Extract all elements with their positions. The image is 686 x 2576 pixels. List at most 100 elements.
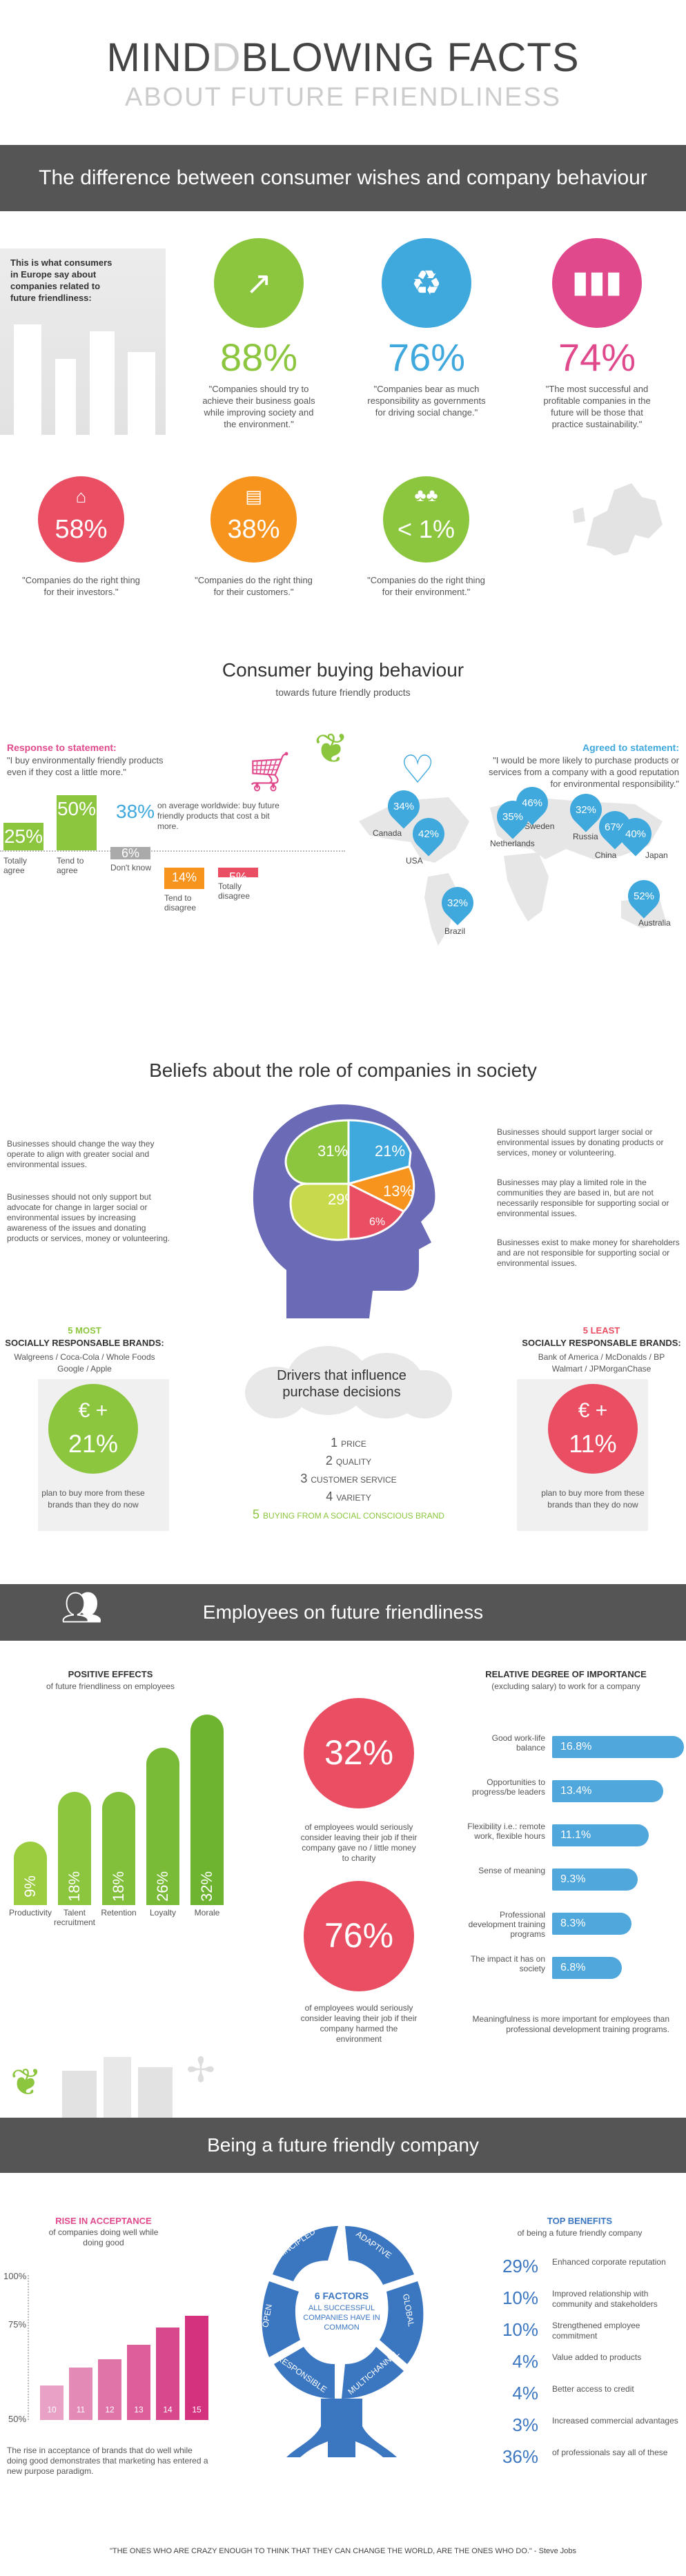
- driver-number: 3: [300, 1472, 311, 1485]
- effect-label: Morale: [194, 1908, 220, 1918]
- section4-band: Employees on future friendliness: [0, 1584, 686, 1641]
- stat-text-76: "Companies bear as much responsibility a…: [367, 384, 486, 418]
- driver-item: 2 QUALITY: [252, 1454, 445, 1472]
- benefit-value: 10%: [502, 2287, 538, 2308]
- rise-subtitle: of companies doing well while doing good: [48, 2227, 159, 2247]
- most-value: 21%: [68, 1430, 119, 1458]
- effects-chart: 9% 18% 18% 26% 32%: [7, 1705, 235, 1905]
- driver-number: 5: [253, 1507, 264, 1521]
- effect-label: Productivity: [8, 1908, 52, 1918]
- header-title: MINDDBLOWING FACTS: [0, 35, 686, 81]
- bar-totally-agree: [3, 823, 43, 850]
- most-circle: € + 21%: [48, 1384, 138, 1474]
- benefits-list: 29% Enhanced corporate reputation 10% Impro…: [490, 2256, 683, 2484]
- pin-australia-label: Australia: [638, 918, 671, 928]
- most-heading-b: SOCIALLY RESPONSABLE BRANDS:: [5, 1338, 164, 1348]
- rise-bar-label: 15: [192, 2405, 202, 2414]
- bar-label: Don't know: [110, 863, 151, 872]
- effect-bar: 18%: [58, 1792, 91, 1905]
- bar-tend-to-disagree: [164, 868, 204, 889]
- building-4: [128, 352, 155, 435]
- effect-bar: 32%: [190, 1715, 224, 1905]
- building-2: [55, 359, 76, 435]
- footer-quote: "THE ONES WHO ARE CRAZY ENOUGH TO THINK …: [0, 2547, 686, 2555]
- bar-value: 14%: [171, 870, 197, 884]
- left-heading: Response to statement:: [7, 742, 117, 753]
- importance-note: Meaningfulness is more important for emp…: [472, 2014, 669, 2034]
- left-belief-text-1: Businesses should change the way they op…: [7, 1139, 155, 1169]
- importance-label: Professional development training progra…: [468, 1910, 545, 1939]
- least-circle: € + 11%: [548, 1384, 638, 1474]
- effect-label: Retention: [101, 1908, 137, 1918]
- pin-australia: 52%: [621, 873, 667, 919]
- pin-sweden-label: Sweden: [525, 821, 555, 831]
- stat-text-76-employees: of employees would seriously consider le…: [300, 2003, 418, 2044]
- growth-icon: ↗: [245, 265, 273, 301]
- pin-china-label: China: [595, 850, 617, 860]
- stat-circle-76-employees: 76%: [304, 1881, 414, 1991]
- importance-label: The impact it has on society: [470, 1954, 545, 1973]
- bar-label: Tend to agree: [57, 856, 84, 875]
- importance-bar: 16.8%: [552, 1736, 685, 1758]
- stat-text-38: "Companies do the right thing for their …: [195, 575, 313, 597]
- effects-labels: Productivity Talent recruitment Retention L…: [7, 1905, 235, 1933]
- stat-circle-76: ♻: [382, 238, 471, 328]
- benefit-text: Strengthened employee commitment: [552, 2321, 640, 2341]
- pin-brazil: 32%: [435, 880, 480, 926]
- euro-plus-icon: € +: [78, 1399, 108, 1422]
- bar-label: Totally disagree: [218, 881, 251, 901]
- stat-value-38: 38%: [227, 515, 280, 544]
- stat-value-76: 76%: [387, 335, 466, 379]
- benefits-title: TOP BENEFITS: [547, 2216, 613, 2226]
- chart-icon: ▮▮▮: [571, 265, 623, 299]
- header-title-d-letter: D: [211, 35, 242, 80]
- bar-label: Totally agree: [3, 856, 28, 875]
- importance-label: Opportunities to progress/be leaders: [471, 1777, 545, 1797]
- pin-brazil-label: Brazil: [444, 926, 466, 936]
- rise-note: The rise in acceptance of brands that do…: [7, 2446, 208, 2476]
- brain-slice-label: 21%: [375, 1142, 405, 1160]
- brain-slice-label: 31%: [317, 1142, 348, 1160]
- pin-russia-value: 32%: [575, 803, 597, 816]
- bar-dont-know: [110, 847, 150, 859]
- brain-slice: [347, 1119, 412, 1185]
- windmill-icon: ✢: [186, 2051, 215, 2089]
- right-belief-text-2: Businesses may play a limited role in th…: [497, 1178, 669, 1218]
- worldwide-text: on average worldwide: buy future friendl…: [157, 801, 280, 831]
- building-3: [90, 331, 115, 435]
- left-belief-2: Businesses should not only support but a…: [7, 1192, 173, 1244]
- right-belief-text-1: Businesses should support larger social …: [497, 1127, 664, 1158]
- brain-slice-label: 6%: [369, 1216, 385, 1228]
- pin-russia-label: Russia: [573, 832, 598, 841]
- factors-ring: [262, 2226, 424, 2457]
- driver-item: 5 BUYING FROM A SOCIAL CONSCIOUS BRAND: [252, 1507, 445, 1525]
- worldwide-value: 38%: [116, 801, 155, 822]
- importance-bar: 9.3%: [552, 1868, 638, 1891]
- benefit-text: Value added to products: [552, 2352, 642, 2362]
- axis-75: 75%: [8, 2319, 27, 2330]
- brain-slice: [347, 1182, 406, 1240]
- driver-item: 3 CUSTOMER SERVICE: [252, 1472, 445, 1490]
- importance-bar: 8.3%: [552, 1913, 631, 1935]
- pin-japan-label: Japan: [645, 850, 668, 860]
- pin-brazil-value: 32%: [447, 897, 469, 909]
- left-statement: "I buy environmentally friendly products…: [7, 755, 164, 777]
- importance-subtitle: (excluding salary) to work for a company: [491, 1681, 640, 1691]
- brain-slice: [289, 1182, 350, 1241]
- driver-label: BUYING FROM A SOCIAL CONSCIOUS BRAND: [263, 1511, 444, 1521]
- driver-number: 4: [326, 1490, 337, 1503]
- europe-map-icon: [573, 483, 663, 556]
- most-text: plan to buy more from these brands than …: [41, 1488, 145, 1510]
- stat-text-58: "Companies do the right thing for their …: [22, 575, 140, 597]
- rise-bar: 14: [156, 2328, 179, 2420]
- header-title-b: BLOWING FACTS: [241, 35, 580, 80]
- section2-title: Consumer buying behaviour: [222, 659, 464, 681]
- axis-50: 50%: [8, 2414, 27, 2424]
- stat-text-74: "The most successful and profitable comp…: [543, 384, 651, 429]
- pin-usa: 42%: [406, 811, 451, 857]
- building-c: [138, 2067, 173, 2119]
- stat-circle-38: ▤ 38%: [210, 476, 297, 563]
- stat-circle-32-employees: 32%: [304, 1698, 414, 1808]
- driver-item: 4 VARIETY: [252, 1490, 445, 1507]
